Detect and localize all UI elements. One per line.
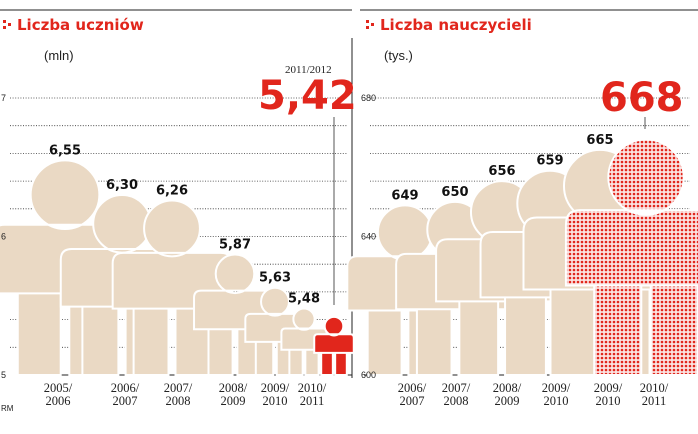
x-tick-label: 2009: [221, 394, 246, 408]
data-label: 650: [441, 185, 468, 200]
unit-label: (mln): [44, 48, 74, 63]
chart-title: Liczba nauczycieli: [380, 16, 532, 34]
x-tick-label: 2010: [263, 394, 288, 408]
bar: [280, 307, 328, 376]
x-tick-label: 2007/: [164, 381, 193, 395]
bars: [0, 159, 355, 376]
y-tick-label: 640: [361, 232, 376, 242]
bar-highlight: [313, 315, 355, 376]
data-label: 649: [391, 188, 418, 203]
data-label: 665: [586, 133, 613, 148]
bar-highlight: [564, 138, 698, 376]
highlight-value: 668: [600, 75, 684, 121]
highlight-label: 2011/2012: [285, 64, 332, 76]
data-label: 6,55: [49, 143, 81, 158]
x-tick-label: 2008: [166, 394, 191, 408]
x-tick-label: 2010: [596, 394, 621, 408]
x-tick-label: 2008/: [493, 381, 522, 395]
x-tick-label: 2007: [113, 394, 138, 408]
x-tick-label: 2009/: [542, 381, 571, 395]
highlight-value: 5,42: [258, 73, 357, 119]
x-tick-label: 2005/: [44, 381, 73, 395]
x-tick-label: 2009: [495, 394, 520, 408]
chart-title: Liczba uczniów: [17, 16, 144, 34]
credit: RM: [1, 404, 14, 413]
x-tick-label: 2011: [642, 394, 667, 408]
data-label: 6,26: [156, 183, 188, 198]
bars: [346, 138, 698, 376]
x-tick-label: 2007: [400, 394, 425, 408]
data-label: 5,63: [259, 271, 291, 286]
x-tick-label: 2008/: [219, 381, 248, 395]
x-tick-label: 2008: [444, 394, 469, 408]
chart-teachers: Liczba nauczycieli (tys.) 600 640 680 649 65…: [346, 9, 698, 408]
data-label: 656: [488, 164, 515, 179]
y-tick-label: 680: [361, 93, 376, 103]
y-tick-label: 7: [1, 93, 6, 103]
title-bullet-icon: [3, 20, 11, 29]
bar: [111, 199, 233, 376]
x-tick-label: 2009/: [594, 381, 623, 395]
title-bullet-icon: [366, 20, 374, 29]
x-tick-label: 2010/: [640, 381, 669, 395]
data-label: 5,48: [288, 292, 320, 307]
chart-pupils: Liczba uczniów (mln) 5 6 7 6,55 6,30 6,26 5,87…: [0, 9, 357, 413]
labels: 5 6 7 6,55 6,30 6,26 5,87 5,63 5,48 2005/2006 2006…: [1, 93, 327, 408]
x-tick-label: 2007/: [442, 381, 471, 395]
y-tick-label: 600: [361, 370, 376, 380]
y-tick-label: 6: [1, 232, 6, 242]
x-tick-label: 2006/: [398, 381, 427, 395]
y-tick-label: 5: [1, 370, 6, 380]
data-label: 5,87: [219, 238, 251, 253]
x-tick-label: 2010: [544, 394, 569, 408]
x-tick-label: 2006/: [111, 381, 140, 395]
data-label: 6,30: [106, 178, 138, 193]
labels: 600 640 680 649 650 656 659 665 2006/2007 2007/20…: [361, 93, 669, 408]
x-tick-label: 2006: [46, 394, 71, 408]
unit-label: (tys.): [384, 48, 413, 63]
data-label: 659: [536, 154, 563, 169]
x-tick-label: 2010/: [298, 381, 327, 395]
x-tick-label: 2011: [300, 394, 325, 408]
x-tick-label: 2009/: [261, 381, 290, 395]
